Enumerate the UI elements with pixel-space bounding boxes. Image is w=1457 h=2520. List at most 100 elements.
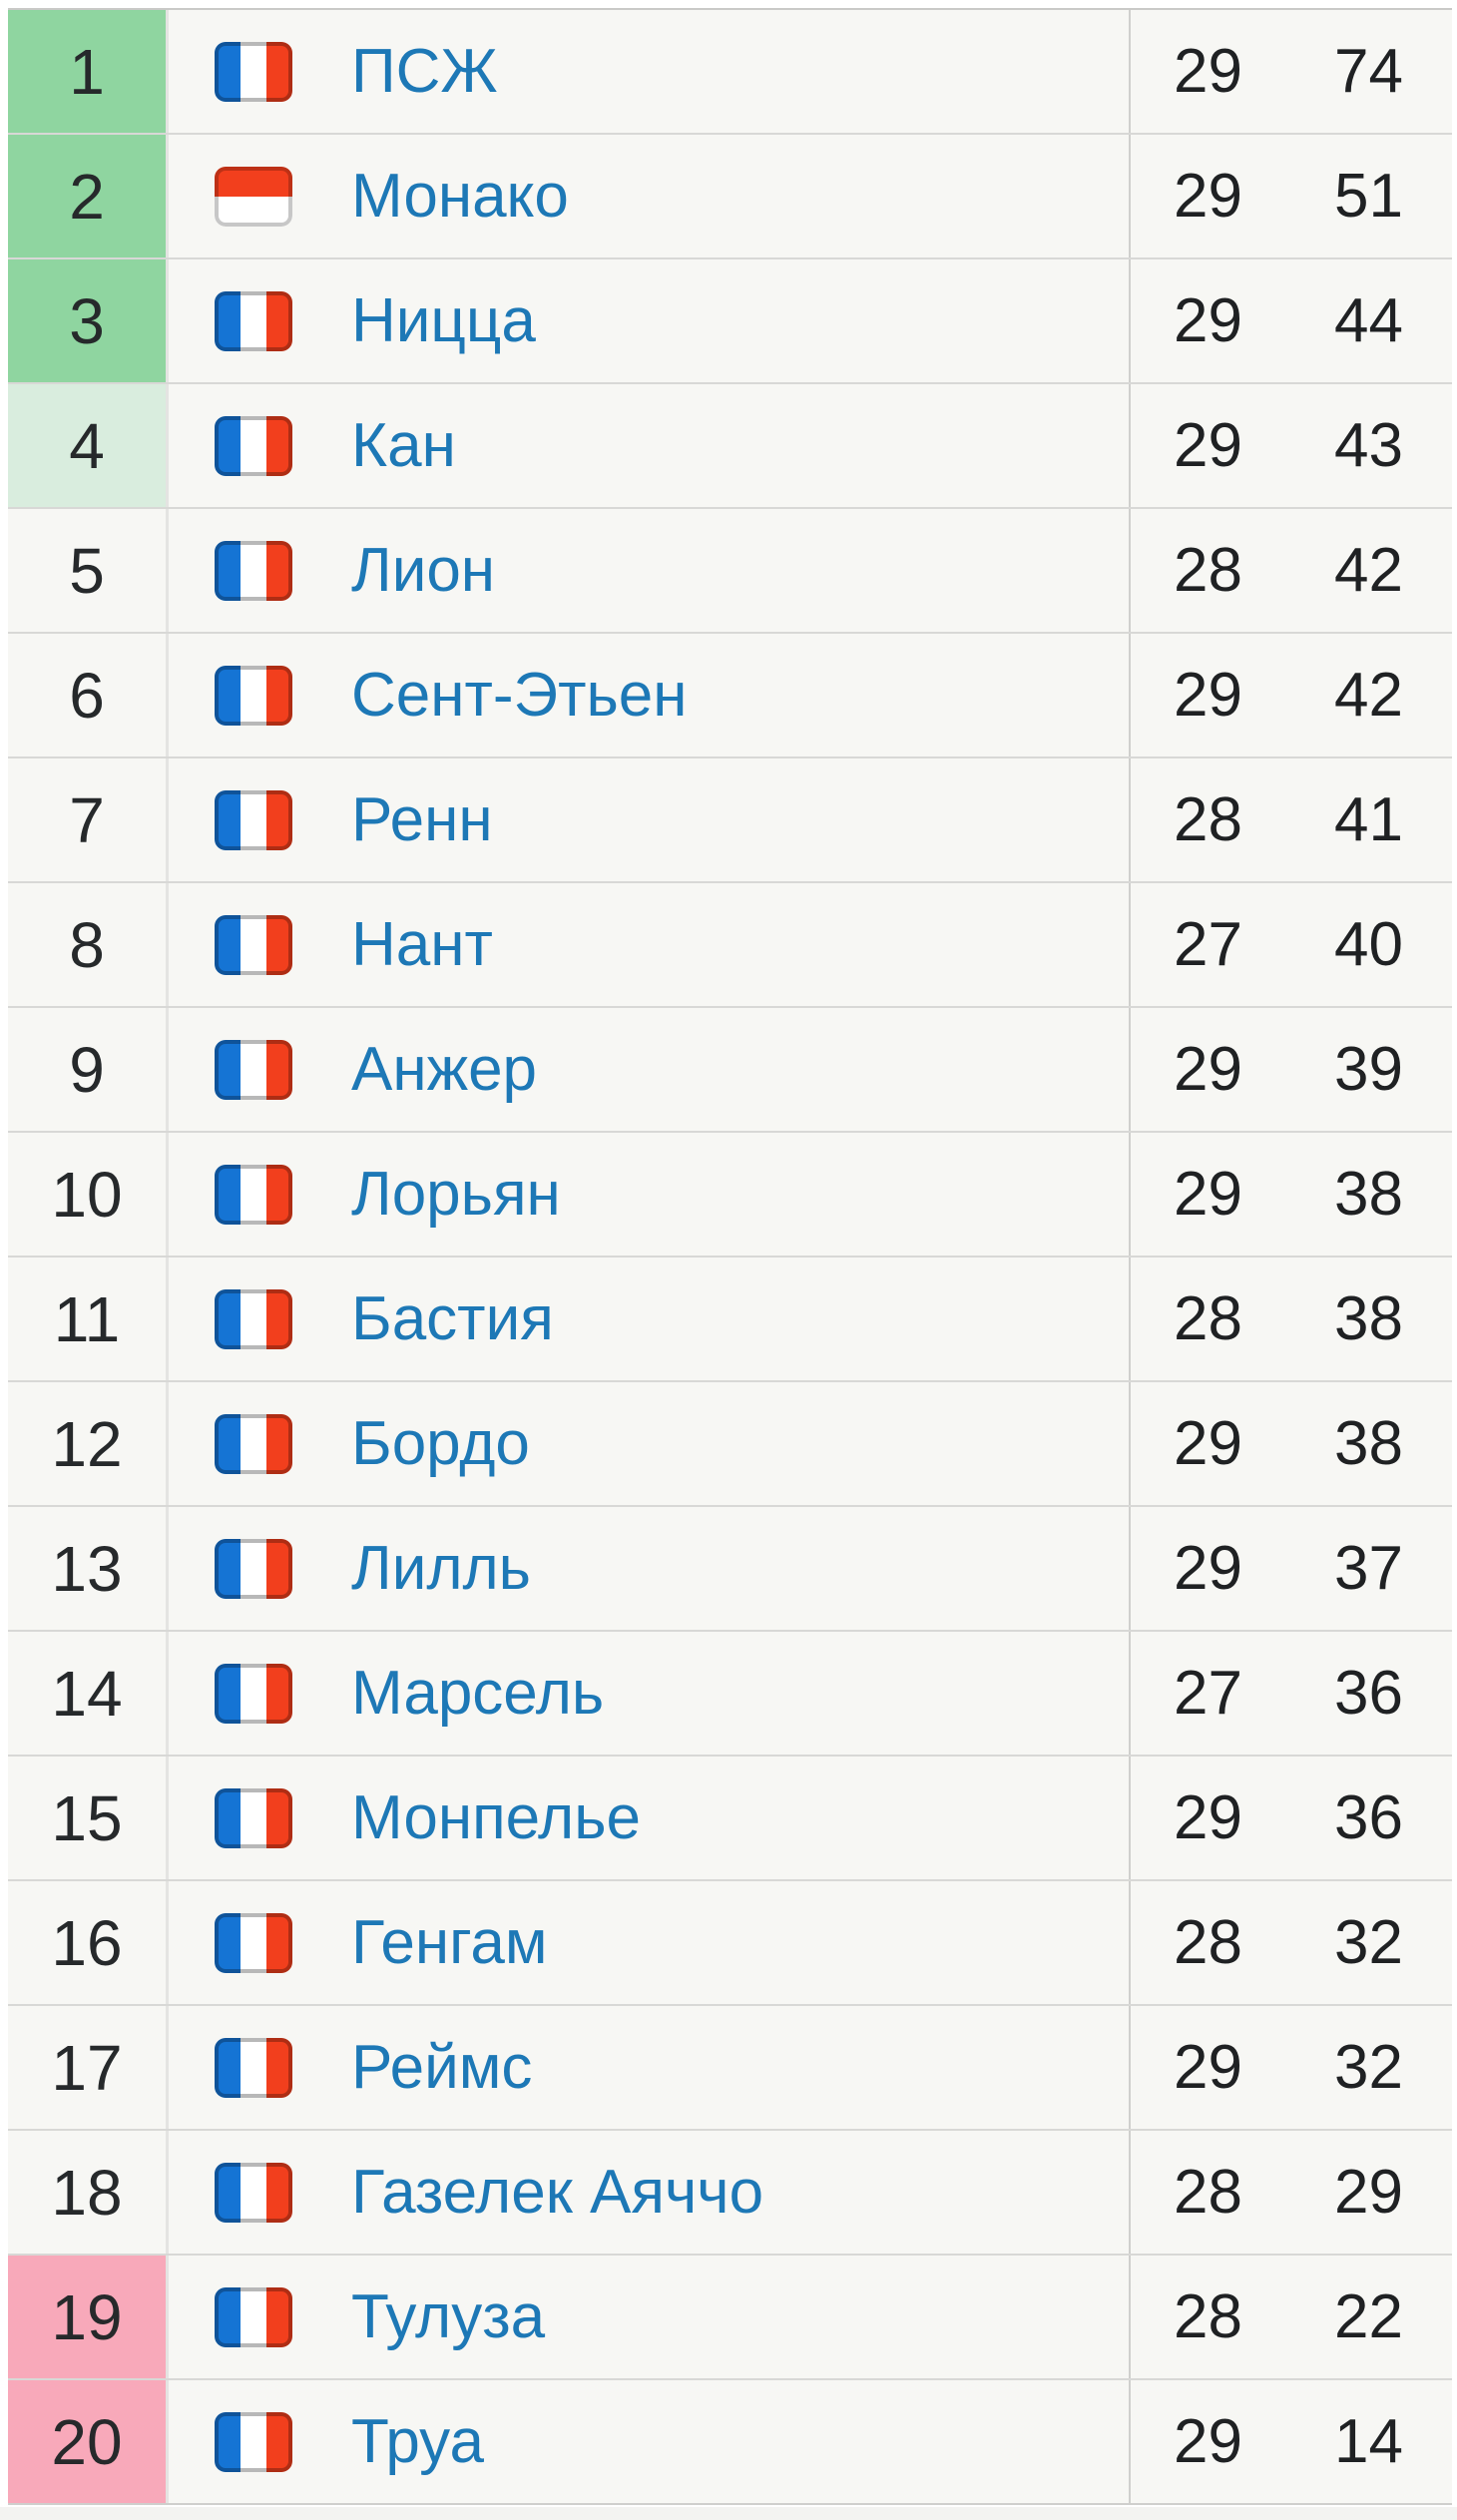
team-link[interactable]: Ренн — [351, 785, 493, 854]
flag-france-icon — [214, 1288, 293, 1350]
games-value: 29 — [1174, 2033, 1242, 2102]
team-link[interactable]: Марсель — [351, 1659, 605, 1728]
position-number: 4 — [69, 409, 105, 482]
team-link[interactable]: Газелек Аяччо — [351, 2158, 764, 2227]
points-value: 37 — [1334, 1534, 1403, 1603]
position-number: 3 — [69, 284, 105, 357]
team-link[interactable]: Лион — [351, 536, 496, 605]
page-background — [0, 2507, 1457, 2520]
points-value: 14 — [1334, 2407, 1403, 2476]
table-row: 6 Сент-Этьен 29 42 — [8, 634, 1452, 758]
table-row: 18 Газелек Аяччо 28 29 — [8, 2131, 1452, 2256]
flag-france-icon — [214, 1538, 293, 1600]
points-cell: 36 — [1285, 1632, 1452, 1755]
team-link[interactable]: Лорьян — [351, 1160, 561, 1229]
flag-france-icon — [214, 2286, 293, 2348]
points-cell: 32 — [1285, 2006, 1452, 2129]
position-number: 2 — [69, 160, 105, 233]
games-cell: 28 — [1131, 2131, 1285, 2254]
points-cell: 36 — [1285, 1757, 1452, 1879]
team-link[interactable]: Ницца — [351, 286, 536, 355]
team-link[interactable]: Генгам — [351, 1908, 548, 1977]
team-cell: Анжер — [169, 1008, 1131, 1131]
position-cell: 17 — [8, 2006, 169, 2129]
team-link[interactable]: Кан — [351, 411, 456, 480]
team-link[interactable]: Монако — [351, 162, 569, 231]
flag-monaco-icon — [214, 166, 293, 228]
table-row: 12 Бордо 29 38 — [8, 1382, 1452, 1507]
games-cell: 29 — [1131, 2380, 1285, 2503]
points-cell: 43 — [1285, 384, 1452, 507]
table-row: 9 Анжер 29 39 — [8, 1008, 1452, 1133]
points-cell: 44 — [1285, 259, 1452, 382]
games-value: 29 — [1174, 1160, 1242, 1229]
team-link[interactable]: Бордо — [351, 1409, 530, 1478]
points-value: 32 — [1334, 1908, 1403, 1977]
flag-france-icon — [214, 290, 293, 352]
points-value: 42 — [1334, 536, 1403, 605]
table-row: 1 ПСЖ 29 74 — [8, 10, 1452, 135]
team-link[interactable]: Сент-Этьен — [351, 661, 688, 730]
games-value: 27 — [1174, 910, 1242, 979]
games-value: 29 — [1174, 1534, 1242, 1603]
games-value: 29 — [1174, 162, 1242, 231]
games-value: 28 — [1174, 1908, 1242, 1977]
position-number: 17 — [51, 2031, 123, 2104]
team-cell: Лорьян — [169, 1133, 1131, 1256]
position-number: 14 — [51, 1657, 123, 1730]
table-row: 14 Марсель 27 36 — [8, 1632, 1452, 1757]
points-cell: 38 — [1285, 1258, 1452, 1380]
points-value: 74 — [1334, 37, 1403, 106]
team-link[interactable]: ПСЖ — [351, 37, 498, 106]
position-cell: 11 — [8, 1258, 169, 1380]
position-cell: 4 — [8, 384, 169, 507]
games-value: 29 — [1174, 411, 1242, 480]
games-value: 28 — [1174, 2282, 1242, 2351]
team-link[interactable]: Лилль — [351, 1534, 531, 1603]
table-row: 4 Кан 29 43 — [8, 384, 1452, 509]
games-cell: 28 — [1131, 509, 1285, 632]
position-number: 13 — [51, 1532, 123, 1605]
team-link[interactable]: Труа — [351, 2407, 484, 2476]
flag-france-icon — [214, 665, 293, 727]
position-cell: 10 — [8, 1133, 169, 1256]
games-value: 29 — [1174, 661, 1242, 730]
games-value: 29 — [1174, 1409, 1242, 1478]
position-number: 15 — [51, 1781, 123, 1854]
team-link[interactable]: Монпелье — [351, 1783, 642, 1852]
games-cell: 29 — [1131, 1133, 1285, 1256]
games-cell: 29 — [1131, 634, 1285, 756]
position-number: 9 — [69, 1033, 105, 1106]
games-cell: 29 — [1131, 384, 1285, 507]
points-value: 42 — [1334, 661, 1403, 730]
position-cell: 2 — [8, 135, 169, 257]
games-cell: 29 — [1131, 2006, 1285, 2129]
flag-france-icon — [214, 1663, 293, 1725]
games-value: 28 — [1174, 2158, 1242, 2227]
table-row: 15 Монпелье 29 36 — [8, 1757, 1452, 1881]
team-cell: Ницца — [169, 259, 1131, 382]
team-link[interactable]: Анжер — [351, 1035, 538, 1104]
team-link[interactable]: Бастия — [351, 1284, 554, 1353]
position-cell: 15 — [8, 1757, 169, 1879]
flag-france-icon — [214, 415, 293, 477]
table-row: 11 Бастия 28 38 — [8, 1258, 1452, 1382]
team-cell: Тулуза — [169, 2256, 1131, 2378]
flag-france-icon — [214, 2037, 293, 2099]
team-cell: Сент-Этьен — [169, 634, 1131, 756]
position-cell: 13 — [8, 1507, 169, 1630]
position-number: 7 — [69, 783, 105, 856]
games-value: 28 — [1174, 1284, 1242, 1353]
position-number: 16 — [51, 1906, 123, 1979]
games-cell: 28 — [1131, 758, 1285, 881]
points-value: 38 — [1334, 1409, 1403, 1478]
team-link[interactable]: Нант — [351, 910, 493, 979]
team-link[interactable]: Реймс — [351, 2033, 533, 2102]
games-cell: 28 — [1131, 1881, 1285, 2004]
games-cell: 29 — [1131, 1757, 1285, 1879]
points-value: 38 — [1334, 1284, 1403, 1353]
team-link[interactable]: Тулуза — [351, 2282, 546, 2351]
points-cell: 39 — [1285, 1008, 1452, 1131]
points-cell: 29 — [1285, 2131, 1452, 2254]
